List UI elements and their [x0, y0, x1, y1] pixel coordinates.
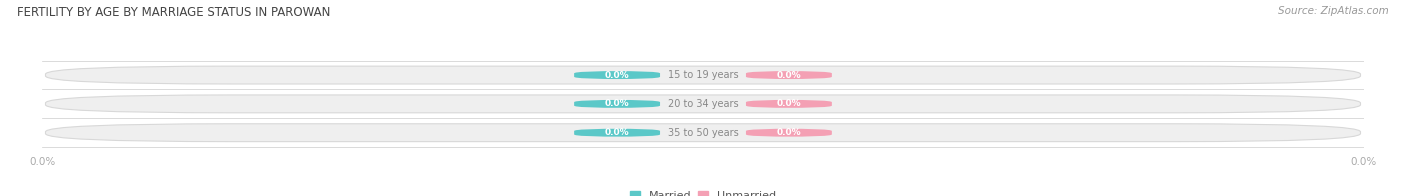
- Text: 0.0%: 0.0%: [605, 71, 630, 80]
- Text: 35 to 50 years: 35 to 50 years: [668, 128, 738, 138]
- Text: FERTILITY BY AGE BY MARRIAGE STATUS IN PAROWAN: FERTILITY BY AGE BY MARRIAGE STATUS IN P…: [17, 6, 330, 19]
- Legend: Married, Unmarried: Married, Unmarried: [630, 191, 776, 196]
- FancyBboxPatch shape: [45, 66, 1361, 84]
- Text: 0.0%: 0.0%: [605, 99, 630, 108]
- Text: 0.0%: 0.0%: [605, 128, 630, 137]
- FancyBboxPatch shape: [574, 129, 659, 137]
- FancyBboxPatch shape: [747, 100, 832, 108]
- FancyBboxPatch shape: [747, 71, 832, 79]
- FancyBboxPatch shape: [747, 129, 832, 137]
- Text: 0.0%: 0.0%: [776, 71, 801, 80]
- Text: 20 to 34 years: 20 to 34 years: [668, 99, 738, 109]
- FancyBboxPatch shape: [574, 100, 659, 108]
- FancyBboxPatch shape: [45, 95, 1361, 113]
- FancyBboxPatch shape: [45, 124, 1361, 142]
- Text: Source: ZipAtlas.com: Source: ZipAtlas.com: [1278, 6, 1389, 16]
- Text: 0.0%: 0.0%: [776, 128, 801, 137]
- Text: 15 to 19 years: 15 to 19 years: [668, 70, 738, 80]
- Text: 0.0%: 0.0%: [776, 99, 801, 108]
- FancyBboxPatch shape: [574, 71, 659, 79]
